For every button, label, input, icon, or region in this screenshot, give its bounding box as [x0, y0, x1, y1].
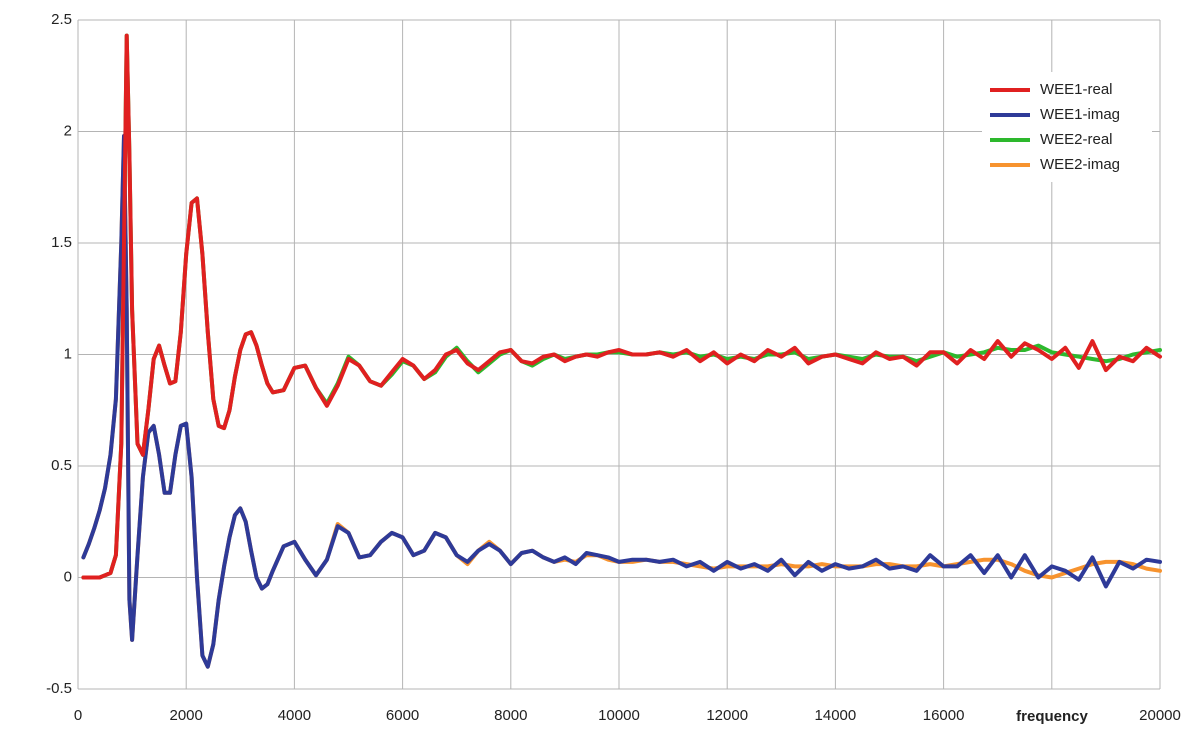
x-tick-label: 12000	[706, 707, 748, 724]
x-tick-label: 6000	[386, 707, 419, 724]
legend-label: WEE1-real	[1040, 81, 1113, 98]
series-line	[81, 134, 1162, 669]
legend-label: WEE2-imag	[1040, 156, 1120, 173]
x-tick-label: 8000	[494, 707, 527, 724]
x-tick-label: 10000	[598, 707, 640, 724]
series-line	[81, 33, 1162, 580]
series-line	[81, 134, 1162, 669]
y-tick-label: 0.5	[51, 457, 72, 474]
x-tick-label: 4000	[278, 707, 311, 724]
y-tick-label: 2.5	[51, 11, 72, 28]
x-tick-label: 14000	[815, 707, 857, 724]
x-tick-label: 0	[74, 707, 82, 724]
x-tick-label: 2000	[170, 707, 203, 724]
x-tick-label: 20000	[1139, 707, 1181, 724]
x-tick-label: 16000	[923, 707, 965, 724]
y-tick-label: 2	[64, 122, 72, 139]
y-tick-label: -0.5	[46, 680, 72, 697]
y-tick-label: 1	[64, 345, 72, 362]
y-tick-label: 1.5	[51, 234, 72, 251]
legend: WEE1-real WEE1-imag WEE2-real WEE2-imag	[982, 72, 1152, 182]
y-tick-label: 0	[64, 568, 72, 585]
legend-label: WEE2-real	[1040, 131, 1113, 148]
x-axis-label: frequency	[1016, 708, 1088, 725]
legend-label: WEE1-imag	[1040, 106, 1120, 123]
